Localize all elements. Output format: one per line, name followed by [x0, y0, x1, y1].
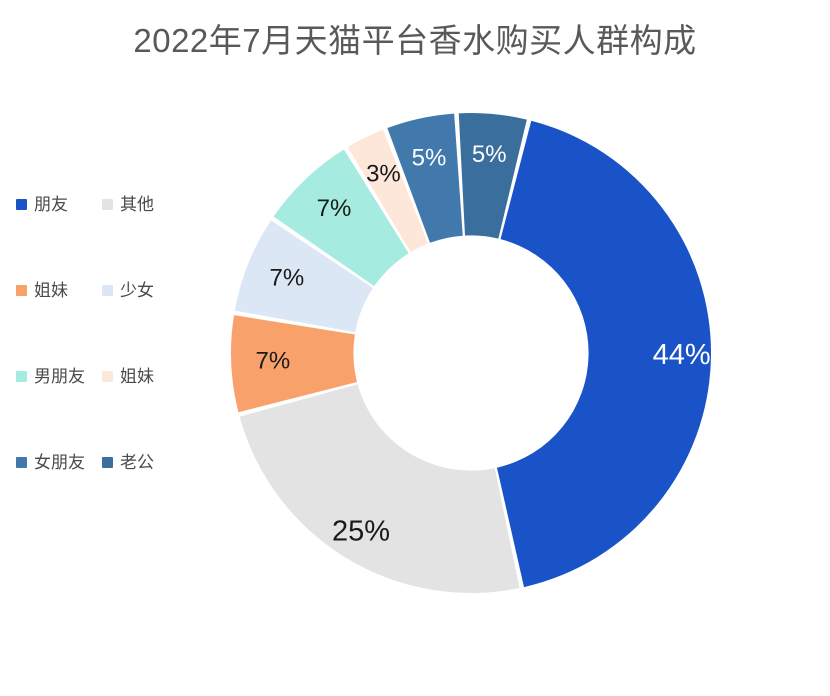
- legend-item-label: 老公: [120, 452, 154, 472]
- slice-value-label: 7%: [270, 264, 305, 291]
- donut-slice-labels: 44% 25% 7% 7% 7% 3% 5% 5%: [255, 141, 710, 547]
- donut-slice[interactable]: [234, 220, 373, 333]
- legend-swatch-icon: [102, 284, 113, 296]
- legend-item-label: 少女: [120, 280, 154, 300]
- donut-slice[interactable]: [347, 129, 428, 253]
- legend-item-label: 朋友: [34, 194, 68, 214]
- legend-item[interactable]: 男朋友: [16, 364, 102, 388]
- chart-legend: 朋友 其他姐妹 少女男朋友 姐妹女朋友 老公: [16, 192, 196, 536]
- legend-item[interactable]: 姐妹: [16, 278, 102, 302]
- legend-item-label: 女朋友: [34, 452, 85, 472]
- legend-swatch-icon: [16, 456, 27, 468]
- slice-value-label: 5%: [472, 141, 507, 168]
- page-title: 2022年7月天猫平台香水购买人群构成: [133, 22, 697, 59]
- slice-value-label: 7%: [255, 347, 290, 374]
- legend-item-label: 姐妹: [120, 366, 154, 386]
- slice-value-label: 25%: [332, 515, 390, 547]
- legend-swatch-icon: [102, 456, 113, 468]
- donut-chart-svg: 44% 25% 7% 7% 7% 3% 5% 5%: [231, 112, 711, 593]
- legend-item[interactable]: 姐妹: [102, 364, 188, 388]
- legend-swatch-icon: [16, 284, 27, 296]
- legend-swatch-icon: [16, 198, 27, 210]
- legend-swatch-icon: [16, 370, 27, 382]
- slice-value-label: 5%: [412, 144, 447, 171]
- donut-slice[interactable]: [273, 149, 409, 287]
- slice-value-label: 3%: [366, 160, 401, 187]
- donut-slice[interactable]: [458, 112, 527, 239]
- slice-value-label: 7%: [317, 195, 352, 222]
- donut-chart-plot-area: 44% 25% 7% 7% 7% 3% 5% 5%: [230, 112, 712, 594]
- legend-swatch-icon: [102, 370, 113, 382]
- legend-item-label: 男朋友: [34, 366, 85, 386]
- legend-item[interactable]: 少女: [102, 278, 188, 302]
- donut-slice[interactable]: [387, 113, 463, 243]
- legend-swatch-icon: [102, 198, 113, 210]
- donut-slices: [231, 112, 711, 593]
- donut-slice[interactable]: [239, 384, 520, 593]
- legend-item[interactable]: 其他: [102, 192, 188, 216]
- legend-item[interactable]: 女朋友: [16, 450, 102, 474]
- legend-item-label: 姐妹: [34, 280, 68, 300]
- legend-item[interactable]: 老公: [102, 450, 188, 474]
- slice-value-label: 44%: [653, 339, 711, 371]
- donut-slice[interactable]: [496, 120, 711, 588]
- legend-item-label: 其他: [120, 194, 154, 214]
- donut-slice[interactable]: [231, 315, 358, 413]
- legend-item[interactable]: 朋友: [16, 192, 102, 216]
